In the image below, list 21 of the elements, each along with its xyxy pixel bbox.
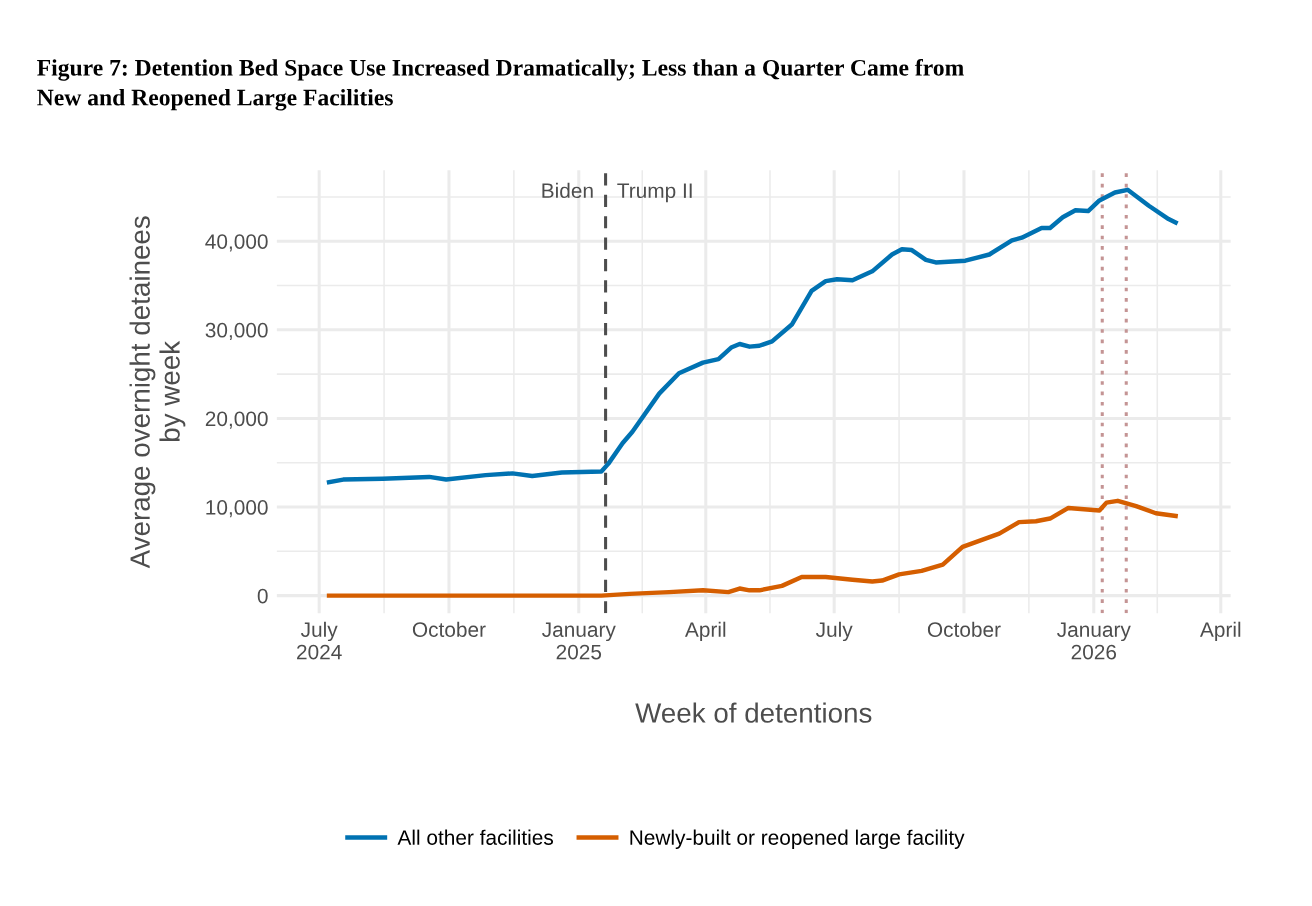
y-tick-label: 10,000 — [206, 500, 268, 518]
x-tick-label: July 2024 — [297, 621, 342, 660]
x-tick-label: January 2026 — [1057, 622, 1131, 660]
line-series — [326, 498, 1178, 598]
legend-label: All other facilities — [397, 829, 554, 845]
y-tick-label: 40,000 — [205, 234, 268, 252]
x-tick-label: April — [684, 621, 726, 642]
y-axis-title: Average overnight detainees by week — [129, 216, 186, 569]
x-tick-label: January 2025 — [542, 622, 616, 660]
x-tick-label: April — [1199, 621, 1241, 642]
chart-title: Figure 7: Detention Bed Space Use Increased Dramatically; Less than a Quarter Came from New and Reopened Large Facilities — [37, 58, 964, 111]
y-tick-label: 20,000 — [205, 411, 268, 429]
x-axis-title: Week of detentions — [635, 702, 872, 723]
legend-label: Newly-built or reopened large facility — [630, 829, 965, 850]
annotation: Biden — [542, 182, 593, 199]
x-tick-label: July — [815, 621, 853, 642]
annotation: Trump II — [617, 183, 692, 203]
y-tick-label: 0 — [257, 588, 268, 604]
x-tick-label: October — [412, 621, 486, 637]
x-tick-label: October — [927, 621, 1001, 637]
y-tick-label: 30,000 — [205, 322, 268, 341]
